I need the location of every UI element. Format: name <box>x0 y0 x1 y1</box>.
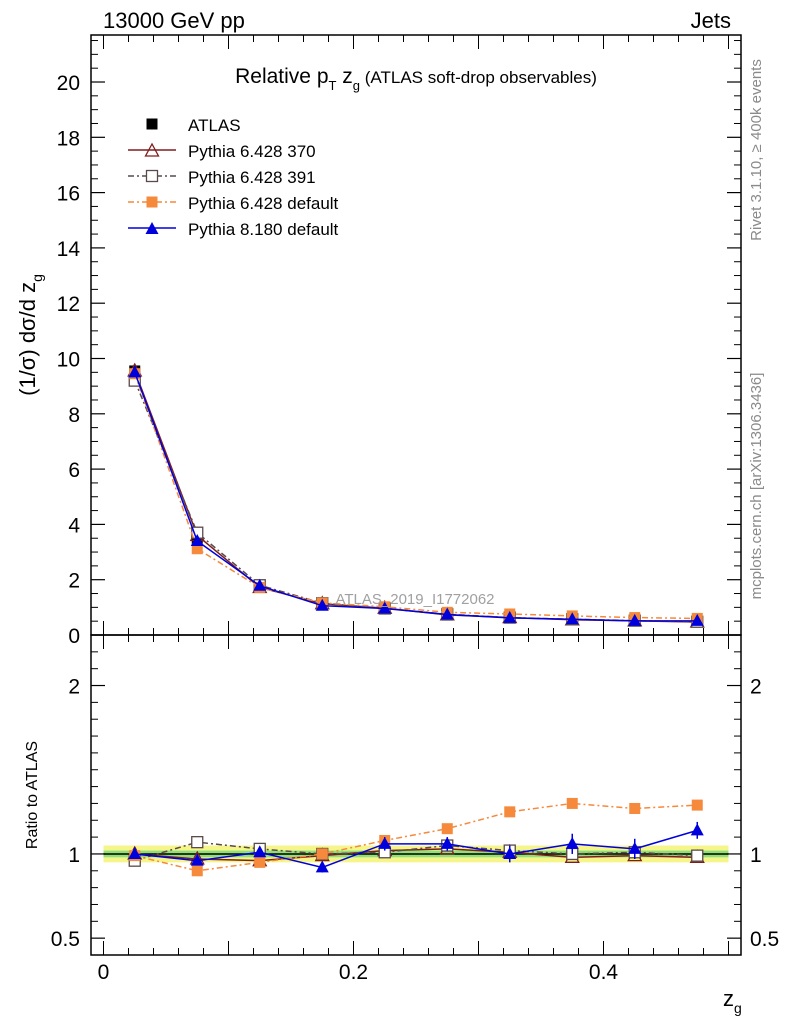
y-tick-label: 16 <box>57 183 80 206</box>
data-point <box>503 610 517 623</box>
series-line-main <box>134 372 698 622</box>
axes-layer <box>90 34 742 956</box>
ratio-point <box>629 802 641 814</box>
ratio-point <box>253 845 267 858</box>
data-point <box>191 543 203 555</box>
series-line-ratio <box>134 841 698 862</box>
data-point <box>253 578 267 591</box>
legend-entry-1: Pythia 6.428 370 <box>128 142 316 161</box>
legend-label: Pythia 6.428 default <box>188 194 339 213</box>
legend-label: ATLAS <box>188 116 241 135</box>
series-line-main <box>134 370 698 623</box>
data-point <box>315 598 329 611</box>
ratio-point <box>128 846 142 859</box>
y-tick-label: 0 <box>68 625 80 648</box>
data-point <box>628 613 642 626</box>
series-0 <box>129 365 703 628</box>
data-point <box>440 607 454 620</box>
y-tick-label: 4 <box>68 514 80 537</box>
legend-marker <box>144 142 160 157</box>
legend-entry-4: Pythia 8.180 default <box>128 220 339 239</box>
analysis-watermark: ATLAS_2019_I1772062 <box>335 591 494 608</box>
ratio-point <box>628 841 642 854</box>
series-4 <box>128 365 704 873</box>
series-3 <box>129 368 703 877</box>
ratio-tick-label-right: 0.5 <box>750 928 779 951</box>
x-tick-label: 0 <box>98 961 110 984</box>
ratio-point <box>440 836 454 849</box>
y-tick-label: 6 <box>68 459 80 482</box>
ratio-point <box>504 806 516 818</box>
ratio-point <box>691 849 704 862</box>
x-tick-label: 0.4 <box>589 961 619 984</box>
y-tick-label: 10 <box>57 349 80 372</box>
data-point <box>128 365 142 378</box>
ratio-axis-label: Ratio to ATLAS <box>24 741 41 849</box>
ratio-point <box>691 799 703 811</box>
series-line-main <box>134 380 698 623</box>
x-axis-label: zg <box>723 986 742 1016</box>
ratio-point <box>566 797 578 809</box>
ratio-point <box>565 836 579 849</box>
ratio-point <box>690 823 704 836</box>
data-point <box>690 613 704 626</box>
legend-label: Pythia 6.428 391 <box>188 168 316 187</box>
side-label-rivet: Rivet 3.1.10, ≥ 400k events <box>748 59 765 241</box>
chart-title: Relative pT zg (ATLAS soft-drop observab… <box>235 65 597 93</box>
ratio-tick-label: 1 <box>68 844 80 867</box>
legend-entry-2: Pythia 6.428 391 <box>128 168 316 187</box>
ratio-point <box>503 846 517 859</box>
y-tick-label: 8 <box>68 404 80 427</box>
ratio-tick-label-right: 1 <box>750 844 762 867</box>
ratio-point <box>315 860 329 873</box>
data-point <box>565 612 579 625</box>
ratio-point <box>254 856 266 868</box>
y-tick-label: 2 <box>68 570 80 593</box>
y-axis-label: (1/σ) dσ/d zg <box>15 274 45 396</box>
ratio-tick-label: 0.5 <box>51 928 80 951</box>
legend-entry-0: ATLAS <box>146 116 241 135</box>
ratio-point <box>316 848 328 860</box>
series-1 <box>127 362 705 867</box>
ratio-tick-label: 2 <box>68 676 80 699</box>
y-tick-label: 18 <box>57 127 80 150</box>
ratio-point <box>191 865 203 877</box>
series-line-ratio <box>134 829 698 869</box>
legend-marker <box>145 222 159 234</box>
ratio-point <box>441 823 453 835</box>
legend-label: Pythia 6.428 370 <box>188 142 316 161</box>
legend-marker <box>145 169 159 183</box>
ratio-point <box>378 836 392 849</box>
series-line-ratio <box>134 802 698 872</box>
ratio-point <box>190 853 204 866</box>
header-right-label: Jets <box>690 8 731 33</box>
legend-entry-3: Pythia 6.428 default <box>128 194 339 213</box>
ratio-point <box>191 836 204 849</box>
side-label-mcplots: mcplots.cern.ch [arXiv:1306.3436] <box>748 373 765 600</box>
ratio-tick-label-right: 2 <box>750 676 762 699</box>
legend-marker <box>146 118 158 130</box>
data-point <box>378 601 392 614</box>
legend-label: Pythia 8.180 default <box>188 220 339 239</box>
header-left-label: 13000 GeV pp <box>103 8 245 33</box>
data-point <box>190 533 204 546</box>
y-tick-label: 12 <box>57 293 80 316</box>
series-line-main <box>134 373 698 620</box>
series-layer <box>127 362 705 877</box>
x-tick-label: 0.2 <box>339 961 368 984</box>
y-tick-label: 14 <box>57 238 81 261</box>
y-tick-label: 20 <box>57 72 80 95</box>
legend-marker <box>146 196 158 208</box>
ratio-plot-frame <box>90 634 742 956</box>
series-line-ratio <box>134 848 698 862</box>
